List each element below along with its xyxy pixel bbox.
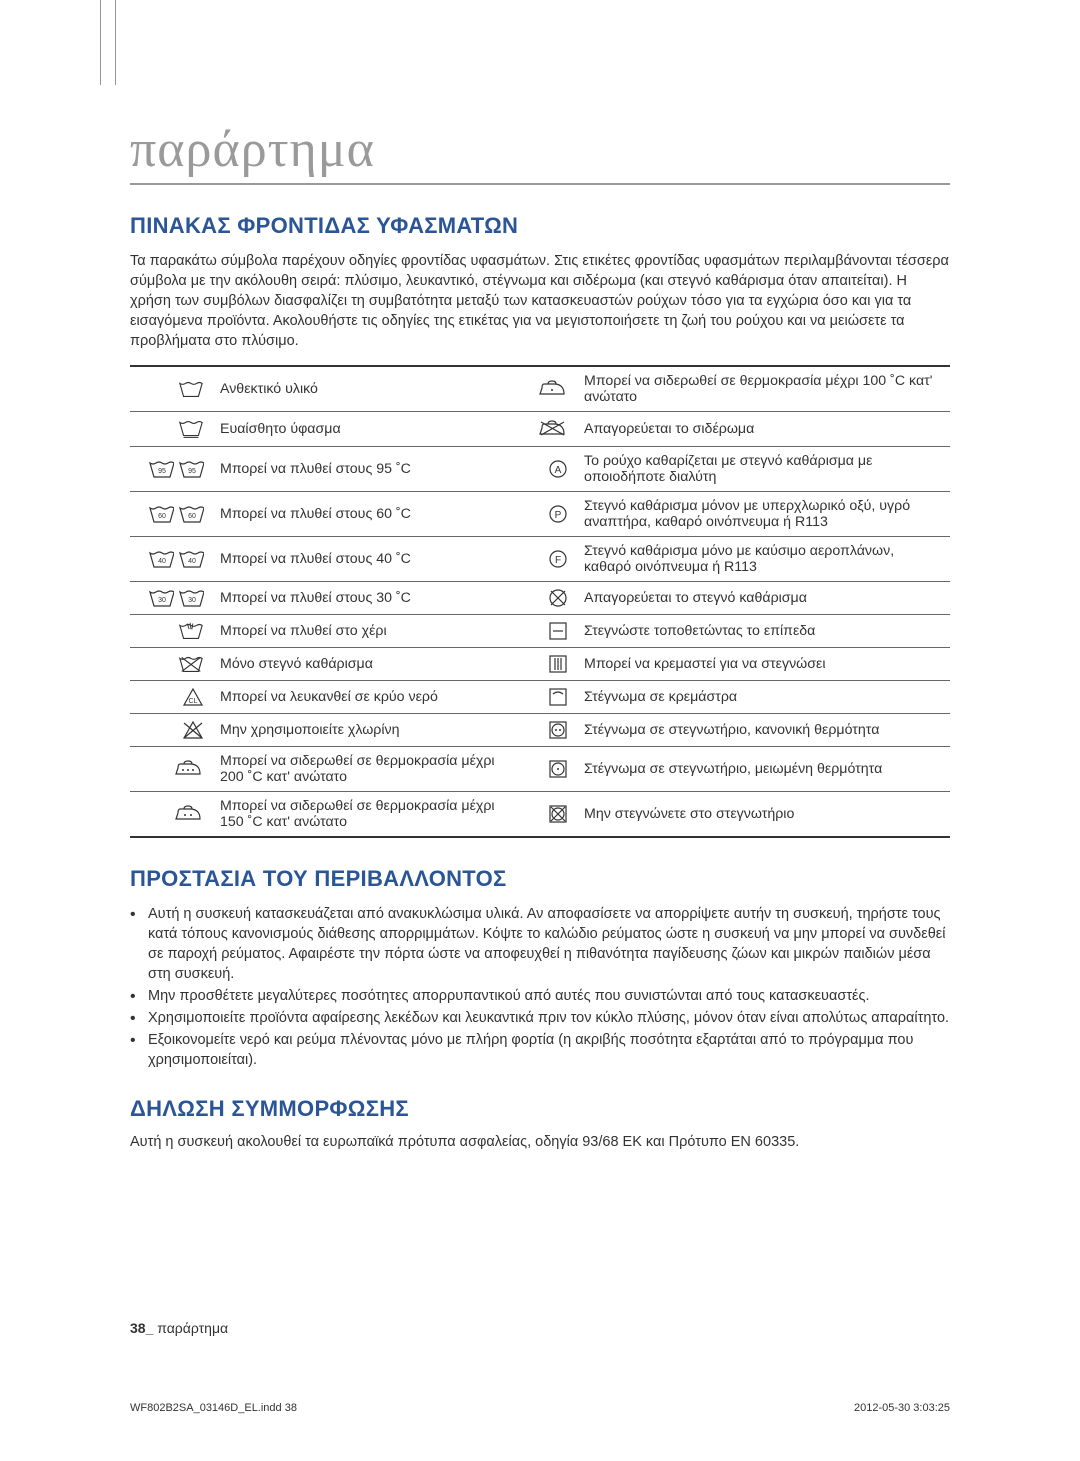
care-desc-left: Μπορεί να πλυθεί στους 95 ˚C bbox=[212, 447, 504, 492]
care-icon-right bbox=[504, 681, 576, 714]
care-desc-left: Μπορεί να πλυθεί στους 60 ˚C bbox=[212, 492, 504, 537]
margin-rule-1 bbox=[100, 0, 101, 85]
care-desc-left: Μπορεί να πλυθεί στο χέρι bbox=[212, 615, 504, 648]
care-icon-left: 30 30 bbox=[130, 582, 212, 615]
care-desc-right: Μπορεί να σιδερωθεί σε θερμοκρασία μέχρι… bbox=[576, 366, 950, 412]
care-icon-right bbox=[504, 492, 576, 537]
list-item: Χρησιμοποιείτε προϊόντα αφαίρεσης λεκέδω… bbox=[148, 1008, 950, 1028]
svg-text:95: 95 bbox=[188, 468, 196, 475]
care-desc-left: Ανθεκτικό υλικό bbox=[212, 366, 504, 412]
heading-fabric-care: ΠΙΝΑΚΑΣ ΦΡΟΝΤΙΔΑΣ ΥΦΑΣΜΑΤΩΝ bbox=[130, 213, 950, 239]
care-desc-right: Στέγνωμα σε στεγνωτήριο, κανονική θερμότ… bbox=[576, 714, 950, 747]
page-content: παράρτημα ΠΙΝΑΚΑΣ ΦΡΟΝΤΙΔΑΣ ΥΦΑΣΜΑΤΩΝ Τα… bbox=[130, 0, 950, 1190]
care-icon-left: 40 40 bbox=[130, 537, 212, 582]
care-icon-right bbox=[504, 747, 576, 792]
care-icon-right bbox=[504, 447, 576, 492]
care-desc-right: Στέγνωμα σε στεγνωτήριο, μειωμένη θερμότ… bbox=[576, 747, 950, 792]
care-desc-right: Στεγνώστε τοποθετώντας το επίπεδα bbox=[576, 615, 950, 648]
intro-paragraph: Τα παρακάτω σύμβολα παρέχουν οδηγίες φρο… bbox=[130, 251, 950, 351]
care-desc-right: Απαγορεύεται το σιδέρωμα bbox=[576, 412, 950, 447]
table-row: 40 40 Μπορεί να πλυθεί στους 40 ˚C Στεγν… bbox=[130, 537, 950, 582]
care-icon-left: 95 95 bbox=[130, 447, 212, 492]
table-row: Μπορεί να πλυθεί στο χέρι Στεγνώστε τοπο… bbox=[130, 615, 950, 648]
care-desc-right: Μπορεί να κρεμαστεί για να στεγνώσει bbox=[576, 648, 950, 681]
table-row: 30 30 Μπορεί να πλυθεί στους 30 ˚C Απαγο… bbox=[130, 582, 950, 615]
indd-file: WF802B2SA_03146D_EL.indd 38 bbox=[130, 1402, 297, 1414]
footer-section: παράρτημα bbox=[153, 1320, 228, 1336]
table-row: 60 60 Μπορεί να πλυθεί στους 60 ˚C Στεγν… bbox=[130, 492, 950, 537]
care-icon-right bbox=[504, 648, 576, 681]
care-icon-left bbox=[130, 792, 212, 838]
care-desc-right: Στεγνό καθάρισμα μόνον με υπερχλωρικό οξ… bbox=[576, 492, 950, 537]
margin-rule-2 bbox=[115, 0, 116, 85]
list-item: Εξοικονομείτε νερό και ρεύμα πλένοντας μ… bbox=[148, 1030, 950, 1070]
page-number: 38_ bbox=[130, 1320, 153, 1336]
care-desc-left: Μπορεί να πλυθεί στους 40 ˚C bbox=[212, 537, 504, 582]
table-row: 95 95 Μπορεί να πλυθεί στους 95 ˚C Το ρο… bbox=[130, 447, 950, 492]
heading-environment: ΠΡΟΣΤΑΣΙΑ ΤΟΥ ΠΕΡΙΒΑΛΛΟΝΤΟΣ bbox=[130, 866, 950, 892]
care-desc-right: Στέγνωμα σε κρεμάστρα bbox=[576, 681, 950, 714]
care-icon-right bbox=[504, 714, 576, 747]
environment-list: Αυτή η συσκευή κατασκευάζεται από ανακυκ… bbox=[130, 904, 950, 1070]
list-item: Αυτή η συσκευή κατασκευάζεται από ανακυκ… bbox=[148, 904, 950, 984]
svg-text:95: 95 bbox=[158, 468, 166, 475]
page-footer: 38_ παράρτημα bbox=[130, 1320, 228, 1336]
heading-conformity: ΔΗΛΩΣΗ ΣΥΜΜΟΡΦΩΣΗΣ bbox=[130, 1096, 950, 1122]
care-icon-right bbox=[504, 792, 576, 838]
print-slug: WF802B2SA_03146D_EL.indd 38 2012-05-30 3… bbox=[130, 1402, 950, 1414]
care-icon-right bbox=[504, 582, 576, 615]
care-icon-right bbox=[504, 615, 576, 648]
care-icon-left bbox=[130, 648, 212, 681]
table-row: Μην χρησιμοποιείτε χλωρίνη Στέγνωμα σε σ… bbox=[130, 714, 950, 747]
care-desc-left: Μόνο στεγνό καθάρισμα bbox=[212, 648, 504, 681]
page-title: παράρτημα bbox=[130, 120, 950, 185]
care-desc-left: Μπορεί να πλυθεί στους 30 ˚C bbox=[212, 582, 504, 615]
svg-text:30: 30 bbox=[158, 597, 166, 604]
table-row: Μπορεί να σιδερωθεί σε θερμοκρασία μέχρι… bbox=[130, 747, 950, 792]
care-icon-left bbox=[130, 366, 212, 412]
care-icon-left: 60 60 bbox=[130, 492, 212, 537]
svg-text:40: 40 bbox=[188, 558, 196, 565]
list-item: Μην προσθέτετε μεγαλύτερες ποσότητες απο… bbox=[148, 986, 950, 1006]
svg-text:60: 60 bbox=[188, 513, 196, 520]
timestamp: 2012-05-30 3:03:25 bbox=[854, 1402, 950, 1414]
care-desc-left: Μπορεί να σιδερωθεί σε θερμοκρασία μέχρι… bbox=[212, 747, 504, 792]
table-row: Μπορεί να λευκανθεί σε κρύο νερό Στέγνωμ… bbox=[130, 681, 950, 714]
care-desc-right: Απαγορεύεται το στεγνό καθάρισμα bbox=[576, 582, 950, 615]
conformity-text: Αυτή η συσκευή ακολουθεί τα ευρωπαϊκά πρ… bbox=[130, 1134, 950, 1150]
care-icon-left bbox=[130, 615, 212, 648]
care-desc-left: Μπορεί να λευκανθεί σε κρύο νερό bbox=[212, 681, 504, 714]
care-desc-right: Στεγνό καθάρισμα μόνο με καύσιμο αεροπλά… bbox=[576, 537, 950, 582]
table-row: Μπορεί να σιδερωθεί σε θερμοκρασία μέχρι… bbox=[130, 792, 950, 838]
care-icon-left bbox=[130, 412, 212, 447]
care-desc-left: Μπορεί να σιδερωθεί σε θερμοκρασία μέχρι… bbox=[212, 792, 504, 838]
care-desc-right: Το ρούχο καθαρίζεται με στεγνό καθάρισμα… bbox=[576, 447, 950, 492]
table-row: Ευαίσθητο ύφασμα Απαγορεύεται το σιδέρωμ… bbox=[130, 412, 950, 447]
care-icon-right bbox=[504, 412, 576, 447]
svg-text:60: 60 bbox=[158, 513, 166, 520]
fabric-care-table: Ανθεκτικό υλικό Μπορεί να σιδερωθεί σε θ… bbox=[130, 365, 950, 838]
care-icon-right bbox=[504, 366, 576, 412]
care-icon-right bbox=[504, 537, 576, 582]
table-row: Ανθεκτικό υλικό Μπορεί να σιδερωθεί σε θ… bbox=[130, 366, 950, 412]
svg-text:40: 40 bbox=[158, 558, 166, 565]
care-icon-left bbox=[130, 681, 212, 714]
table-row: Μόνο στεγνό καθάρισμα Μπορεί να κρεμαστε… bbox=[130, 648, 950, 681]
care-icon-left bbox=[130, 747, 212, 792]
care-desc-left: Ευαίσθητο ύφασμα bbox=[212, 412, 504, 447]
care-desc-left: Μην χρησιμοποιείτε χλωρίνη bbox=[212, 714, 504, 747]
svg-text:30: 30 bbox=[188, 597, 196, 604]
care-desc-right: Μην στεγνώνετε στο στεγνωτήριο bbox=[576, 792, 950, 838]
care-icon-left bbox=[130, 714, 212, 747]
